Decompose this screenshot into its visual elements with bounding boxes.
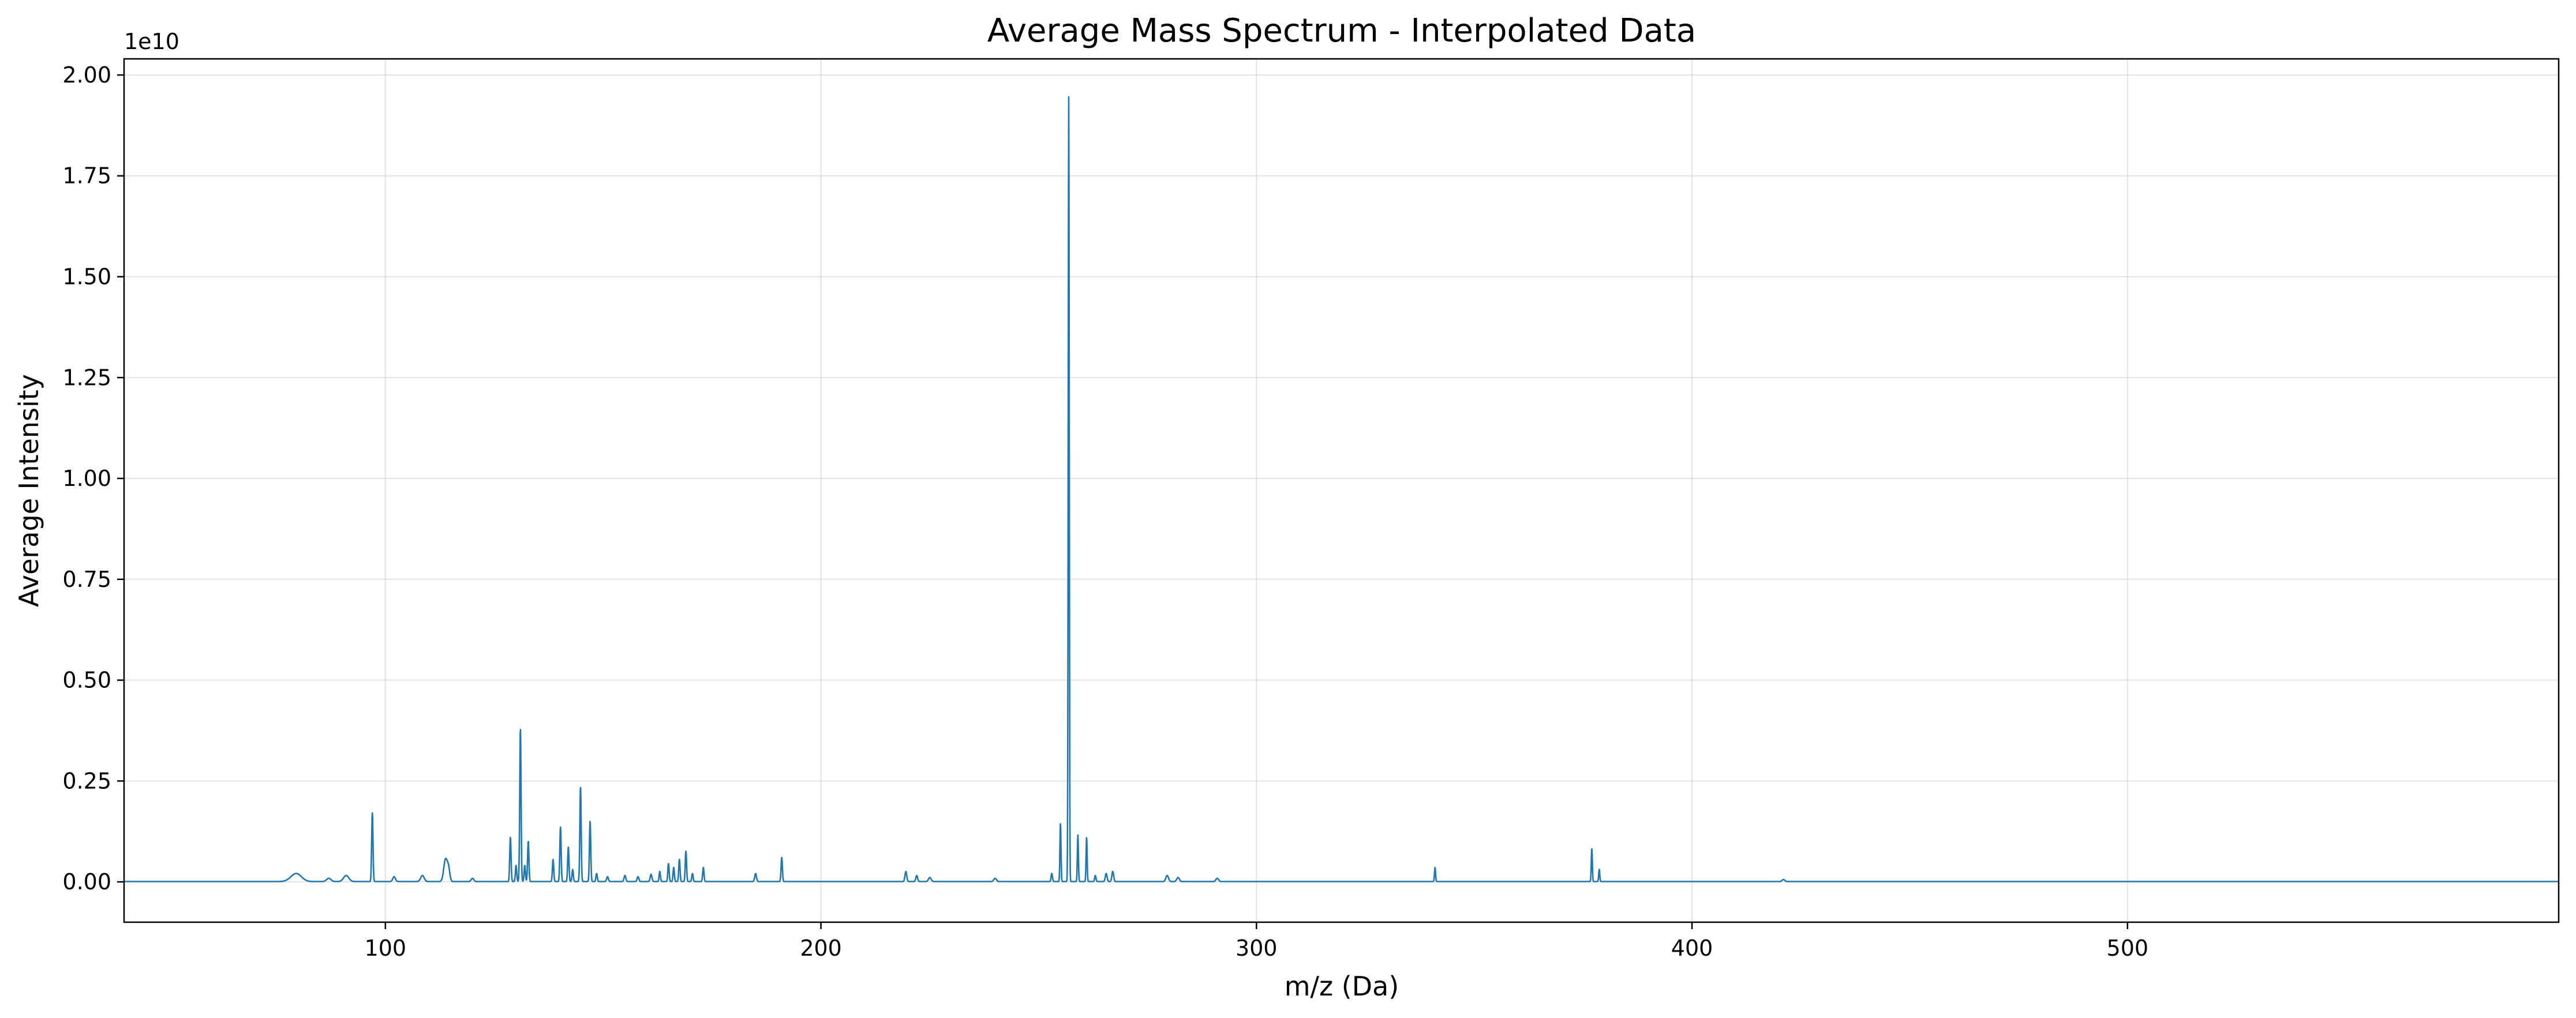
plot-layer (123, 96, 2559, 882)
chart-title: Average Mass Spectrum - Interpolated Dat… (987, 12, 1696, 50)
y-axis-label: Average Intensity (13, 374, 44, 607)
y-tick-label: 1.25 (62, 365, 111, 390)
x-axis-label: m/z (Da) (1285, 971, 1399, 1002)
y-tick-label: 0.75 (62, 567, 111, 592)
y-axis-ticks: 0.00 0.25 0.50 0.75 1.00 1.25 1.50 1.75 2.00 (62, 62, 124, 895)
y-tick-label: 1.75 (62, 163, 111, 189)
y-tick-label: 0.50 (62, 668, 111, 693)
y-tick-label: 0.00 (62, 869, 111, 895)
plot-frame (123, 58, 2560, 923)
x-tick-label: 300 (1235, 935, 1278, 961)
y-tick-label: 1.00 (62, 466, 111, 491)
y-tick-label: 1.50 (62, 264, 111, 289)
y-tick-label: 2.00 (62, 62, 111, 88)
x-axis-ticks: 100 200 300 400 500 (365, 922, 2148, 961)
x-tick-label: 100 (365, 935, 407, 961)
x-tick-label: 400 (1671, 935, 1713, 961)
y-offset-label: 1e10 (124, 29, 179, 54)
x-tick-label: 500 (2107, 935, 2149, 961)
y-tick-label: 0.25 (62, 768, 111, 794)
x-tick-label: 200 (800, 935, 842, 961)
spectrum-series-line (123, 96, 2559, 882)
grid-layer (124, 59, 2559, 922)
